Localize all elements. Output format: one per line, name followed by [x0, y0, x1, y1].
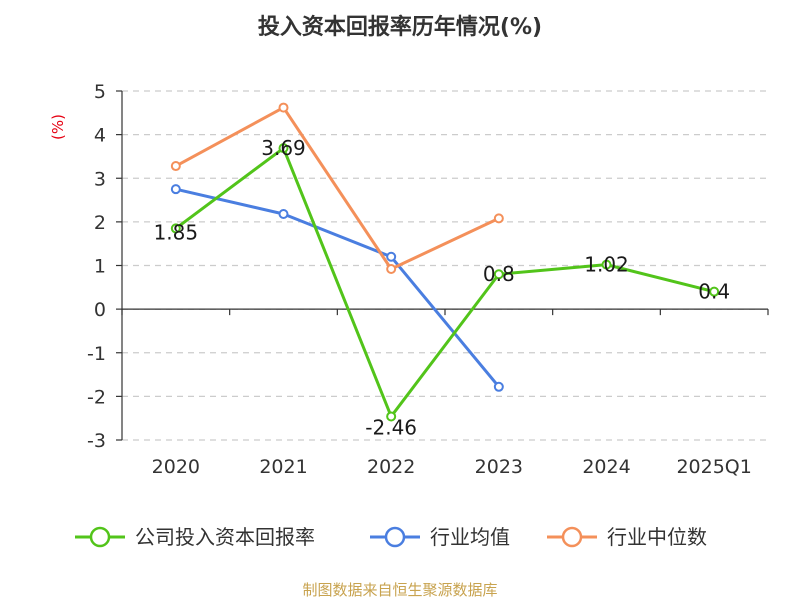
legend-marker — [89, 526, 111, 548]
legend-marker — [384, 526, 406, 548]
data-point — [386, 251, 397, 262]
y-tick-label: 5 — [94, 81, 106, 103]
series-line — [175, 187, 500, 388]
y-tick-label: 2 — [94, 212, 106, 234]
legend-label: 公司投入资本回报率 — [135, 525, 315, 549]
y-tick-label: 4 — [94, 125, 106, 147]
data-label: 1.02 — [584, 253, 629, 277]
legend-label: 行业均值 — [430, 525, 510, 549]
x-tick-label: 2021 — [259, 456, 307, 478]
series-2 — [170, 102, 504, 274]
legend-label: 行业中位数 — [607, 525, 707, 549]
series-line — [174, 146, 715, 418]
y-axis-ticks: 5 4 3 2 1 0 -1 -2 -3 — [87, 81, 123, 452]
data-point — [278, 102, 289, 113]
data-label: 1.85 — [154, 220, 199, 244]
data-point — [493, 269, 504, 280]
y-tick-label: 3 — [94, 168, 106, 190]
x-tick-label: 2023 — [475, 456, 523, 478]
data-point — [709, 286, 720, 297]
data-labels: 1.85 3.69 -2.46 0.8 1.02 0.4 — [154, 136, 731, 439]
data-label: 0.4 — [698, 280, 730, 304]
data-point — [386, 263, 397, 274]
x-tick-label: 2022 — [367, 456, 415, 478]
data-point — [493, 213, 504, 224]
data-point — [170, 223, 181, 234]
series-group — [170, 102, 720, 422]
y-tick-label: 1 — [94, 256, 106, 278]
y-tick-label: -3 — [87, 430, 106, 452]
legend-item[interactable]: 公司投入资本回报率 — [75, 525, 315, 549]
x-axis: 2020 2021 2022 2023 2024 2025Q1 — [121, 308, 769, 478]
data-label: -2.46 — [365, 415, 417, 439]
data-point — [170, 184, 181, 195]
data-point — [386, 411, 397, 422]
legend-item[interactable]: 行业均值 — [370, 525, 510, 549]
series-1 — [170, 184, 504, 392]
data-point — [170, 161, 181, 172]
legend-marker — [561, 526, 583, 548]
data-source: 制图数据来自恒生聚源数据库 — [302, 581, 497, 599]
x-tick-label: 2020 — [152, 456, 200, 478]
data-point — [493, 381, 504, 392]
legend: 公司投入资本回报率 行业均值 行业中位数 — [75, 525, 707, 549]
data-point — [278, 143, 289, 154]
y-tick-label: -2 — [87, 386, 106, 408]
chart-title: 投入资本回报率历年情况(%) — [258, 14, 542, 40]
y-tick-label: 0 — [94, 299, 106, 321]
data-point — [601, 259, 612, 270]
legend-item[interactable]: 行业中位数 — [547, 525, 707, 549]
data-label: 0.8 — [483, 262, 515, 286]
y-axis-unit: (%) — [49, 114, 67, 140]
y-tick-label: -1 — [87, 343, 106, 365]
x-tick-label: 2024 — [582, 456, 630, 478]
x-tick-label: 2025Q1 — [676, 456, 751, 478]
data-point — [278, 209, 289, 220]
series-0 — [170, 143, 720, 422]
series-line — [175, 106, 500, 271]
data-label: 3.69 — [261, 136, 306, 160]
